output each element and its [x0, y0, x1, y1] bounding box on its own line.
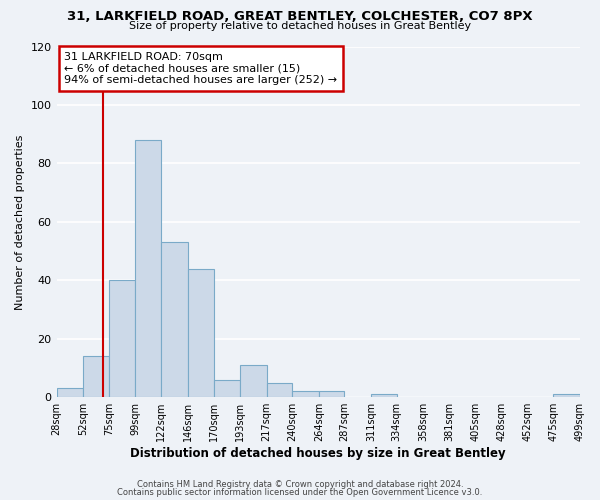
- Bar: [83, 356, 109, 397]
- Bar: [371, 394, 397, 397]
- Text: Size of property relative to detached houses in Great Bentley: Size of property relative to detached ho…: [129, 21, 471, 31]
- Bar: [56, 388, 83, 397]
- Bar: [109, 280, 136, 397]
- Text: Contains HM Land Registry data © Crown copyright and database right 2024.: Contains HM Land Registry data © Crown c…: [137, 480, 463, 489]
- Bar: [188, 268, 214, 397]
- X-axis label: Distribution of detached houses by size in Great Bentley: Distribution of detached houses by size …: [130, 447, 506, 460]
- Bar: [292, 392, 319, 397]
- Bar: [319, 392, 344, 397]
- Bar: [214, 380, 240, 397]
- Bar: [553, 394, 580, 397]
- Bar: [136, 140, 161, 397]
- Y-axis label: Number of detached properties: Number of detached properties: [15, 134, 25, 310]
- Text: 31 LARKFIELD ROAD: 70sqm
← 6% of detached houses are smaller (15)
94% of semi-de: 31 LARKFIELD ROAD: 70sqm ← 6% of detache…: [64, 52, 338, 85]
- Bar: [266, 382, 292, 397]
- Text: Contains public sector information licensed under the Open Government Licence v3: Contains public sector information licen…: [118, 488, 482, 497]
- Bar: [240, 365, 266, 397]
- Text: 31, LARKFIELD ROAD, GREAT BENTLEY, COLCHESTER, CO7 8PX: 31, LARKFIELD ROAD, GREAT BENTLEY, COLCH…: [67, 10, 533, 23]
- Bar: [161, 242, 188, 397]
